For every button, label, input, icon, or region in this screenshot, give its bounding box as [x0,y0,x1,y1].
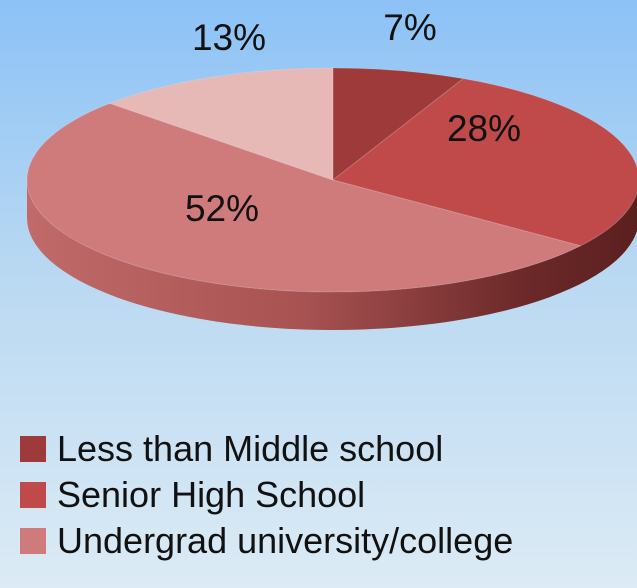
pie-top [26,67,637,293]
slice-percent-label: 52% [185,188,259,229]
legend-label: Senior High School [57,474,366,515]
pie-labels: 7% 28% 52% 13% [185,7,521,229]
slice-percent-label: 28% [447,108,521,149]
pie-side [27,180,637,330]
pie-slice [332,67,465,182]
legend-item: Senior High School [20,474,637,516]
pie-slice [108,67,334,181]
legend-item: Undergrad university/college [20,520,637,562]
legend-swatch [20,528,46,554]
legend-label: Undergrad university/college [57,520,514,561]
pie-side-wall [27,180,637,330]
legend-item: Less than Middle school [20,428,637,470]
legend-swatch [20,436,46,462]
legend-swatch [20,482,46,508]
legend-label: Less than Middle school [57,428,444,469]
pie-slice [331,78,637,247]
slice-percent-label: 13% [192,17,266,58]
pie-slice [26,102,582,293]
legend: Less than Middle school Senior High Scho… [20,428,637,566]
slice-percent-label: 7% [383,7,436,48]
